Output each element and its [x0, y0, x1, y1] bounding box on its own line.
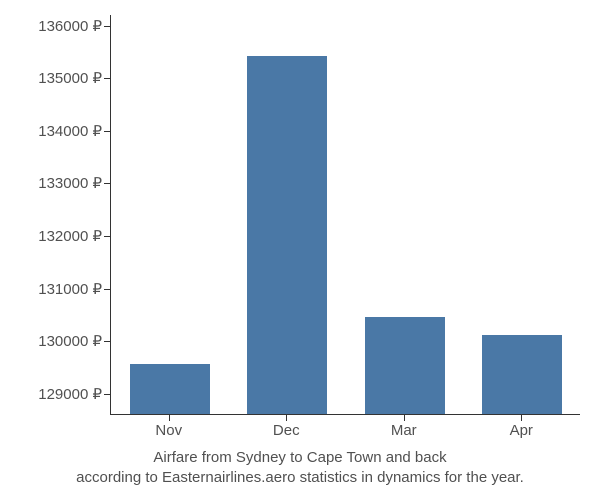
bar	[247, 56, 327, 414]
chart-caption: Airfare from Sydney to Cape Town and bac…	[0, 448, 600, 489]
y-tick-label: 129000 ₽	[12, 385, 102, 403]
bar	[365, 317, 445, 414]
y-tick-mark	[104, 289, 110, 290]
x-tick-label: Mar	[391, 422, 417, 439]
caption-line-1: Airfare from Sydney to Cape Town and bac…	[153, 449, 446, 466]
y-tick-mark	[104, 78, 110, 79]
bar	[482, 335, 562, 414]
x-tick-label: Apr	[510, 422, 533, 439]
x-tick-label: Nov	[155, 422, 182, 439]
bar	[130, 364, 210, 414]
caption-line-2: according to Easternairlines.aero statis…	[76, 469, 524, 486]
plot-area	[110, 15, 580, 415]
x-tick-mark	[404, 415, 405, 421]
airfare-bar-chart: 129000 ₽ 130000 ₽ 131000 ₽ 132000 ₽ 133000 ₽…	[0, 0, 600, 500]
y-tick-label: 132000 ₽	[12, 227, 102, 245]
y-tick-label: 131000 ₽	[12, 280, 102, 298]
y-tick-label: 134000 ₽	[12, 122, 102, 140]
y-tick-mark	[104, 26, 110, 27]
y-tick-mark	[104, 394, 110, 395]
x-tick-label: Dec	[273, 422, 300, 439]
y-tick-label: 133000 ₽	[12, 174, 102, 192]
x-tick-mark	[286, 415, 287, 421]
y-tick-mark	[104, 131, 110, 132]
x-tick-mark	[169, 415, 170, 421]
y-tick-mark	[104, 183, 110, 184]
y-tick-label: 135000 ₽	[12, 69, 102, 87]
y-tick-label: 130000 ₽	[12, 332, 102, 350]
x-tick-mark	[521, 415, 522, 421]
y-tick-mark	[104, 341, 110, 342]
y-tick-label: 136000 ₽	[12, 17, 102, 35]
y-tick-mark	[104, 236, 110, 237]
